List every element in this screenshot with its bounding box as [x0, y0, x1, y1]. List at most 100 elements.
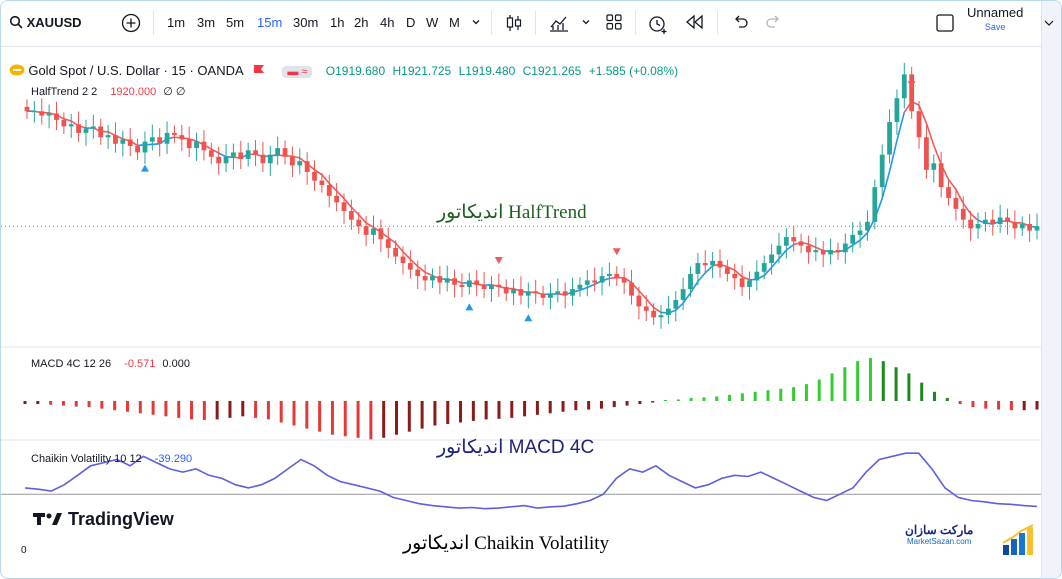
- chevron-down-icon[interactable]: [1043, 17, 1055, 29]
- candle-body: [724, 267, 730, 274]
- candle-body: [341, 202, 347, 212]
- candle-body: [665, 308, 671, 316]
- tradingview-logo[interactable]: TradingView: [33, 509, 174, 530]
- candle-body: [481, 284, 487, 290]
- chaikin-legend[interactable]: Chaikin Volatility 10 12 -39.290: [31, 453, 192, 465]
- redo-button[interactable]: [765, 13, 783, 37]
- macd-histogram-bar: [446, 401, 450, 424]
- tf-dropdown[interactable]: [471, 13, 481, 33]
- templates-button[interactable]: [605, 13, 623, 37]
- macd-legend[interactable]: MACD 4C 12 26 -0.571 0.000: [31, 358, 190, 370]
- tf-15m[interactable]: 15m: [257, 15, 283, 30]
- halftrend-extra: ∅ ∅: [163, 86, 186, 98]
- macd-histogram-bar: [997, 401, 1001, 410]
- candle-body: [172, 132, 177, 136]
- candle-body: [769, 254, 774, 264]
- candle-body: [415, 269, 421, 277]
- macd-histogram-bar: [484, 401, 488, 420]
- candle-body: [319, 180, 325, 185]
- macd-pane[interactable]: [23, 358, 1039, 440]
- macd-histogram-bar: [1022, 401, 1026, 411]
- candle-body: [437, 276, 443, 283]
- halftrend-segment: [653, 306, 662, 314]
- candle-body: [149, 137, 155, 142]
- visibility-toggle[interactable]: ▬ ≈: [282, 66, 313, 78]
- candle-body: [275, 148, 281, 155]
- candle-body: [813, 250, 819, 253]
- macd-histogram-bar: [382, 401, 386, 438]
- candle-body: [216, 156, 222, 164]
- halftrend-segment: [682, 292, 692, 304]
- tf-3m[interactable]: 3m: [197, 15, 216, 30]
- tf-w[interactable]: W: [426, 15, 439, 30]
- chart-type-button[interactable]: [505, 13, 523, 39]
- chart-area[interactable]: Gold Spot / U.S. Dollar · 15 · OANDA ▬ ≈…: [1, 47, 1041, 578]
- candle-body: [643, 306, 649, 311]
- halftrend-segment: [727, 266, 736, 271]
- macd-histogram-bar: [958, 401, 962, 405]
- macd-histogram-bar: [49, 401, 53, 405]
- chart-canvas[interactable]: [1, 47, 1041, 578]
- macd-histogram-bar: [369, 401, 373, 440]
- candle-body: [378, 228, 384, 240]
- candle-body: [422, 276, 428, 281]
- chevron-down-icon: [472, 20, 480, 25]
- tf-1m[interactable]: 1m: [167, 15, 186, 30]
- indicators-dropdown[interactable]: [581, 13, 591, 33]
- toolbar-divider: [491, 11, 492, 35]
- tf-2h[interactable]: 2h: [354, 15, 369, 30]
- candle-body: [702, 263, 708, 266]
- macd-histogram-bar: [894, 367, 898, 401]
- macd-histogram-bar: [1009, 401, 1013, 411]
- tf-5m[interactable]: 5m: [226, 15, 245, 30]
- layout-select-checkbox[interactable]: [935, 13, 955, 39]
- halftrend-segment: [424, 271, 433, 277]
- macd-histogram-bar: [830, 373, 834, 401]
- candle-body: [127, 139, 133, 146]
- price-pane[interactable]: [1, 62, 1041, 329]
- macd-histogram-bar: [318, 401, 322, 432]
- replay-button[interactable]: [685, 13, 705, 37]
- undo-button[interactable]: [731, 13, 749, 37]
- candle-body: [90, 126, 96, 129]
- chaikin-caption: اندیکاتور Chaikin Volatility: [403, 533, 610, 554]
- tf-d[interactable]: D: [406, 15, 416, 30]
- candle-body: [1034, 226, 1040, 231]
- compare-add-button[interactable]: [121, 13, 141, 39]
- candle-body: [525, 291, 531, 296]
- halftrend-segment: [763, 266, 773, 277]
- layout-name: Unnamed: [967, 5, 1024, 20]
- indicators-button[interactable]: [549, 13, 569, 39]
- macd-histogram-bar: [971, 401, 975, 408]
- chaikin-pane[interactable]: [1, 452, 1041, 510]
- tf-m[interactable]: M: [449, 15, 460, 30]
- tf-1h[interactable]: 1h: [330, 15, 345, 30]
- halftrend-legend[interactable]: HalfTrend 2 2 1920.000 ∅ ∅: [31, 85, 186, 98]
- halftrend-segment: [689, 281, 699, 294]
- alert-button[interactable]: [647, 13, 669, 41]
- flag-icon[interactable]: [253, 64, 265, 76]
- macd-histogram-bar: [651, 401, 655, 403]
- candle-body: [290, 156, 295, 166]
- save-link[interactable]: Save: [984, 22, 1006, 32]
- toolbar-divider: [153, 11, 154, 35]
- buy-signal-arrow: [465, 303, 474, 311]
- macd-histogram-bar: [279, 401, 283, 423]
- search-icon: [9, 15, 23, 29]
- layout-name-button[interactable]: Unnamed Save: [967, 5, 1023, 33]
- candle-body: [953, 198, 959, 209]
- macd-histogram-bar: [881, 361, 885, 401]
- tf-30m[interactable]: 30m: [293, 15, 319, 30]
- candle-body: [717, 260, 723, 268]
- symbol-search[interactable]: XAUUSD: [9, 13, 82, 33]
- macd-name: MACD 4C 12 26: [31, 358, 112, 370]
- halftrend-segment: [741, 275, 750, 281]
- macd-histogram-bar: [920, 382, 924, 401]
- tf-4h[interactable]: 4h: [380, 15, 395, 30]
- macd-histogram-bar: [241, 401, 245, 417]
- halftrend-segment: [778, 249, 787, 260]
- candle-body: [120, 139, 126, 144]
- macd-histogram-bar: [753, 391, 757, 401]
- candle-body: [872, 187, 878, 222]
- halftrend-segment: [785, 243, 795, 251]
